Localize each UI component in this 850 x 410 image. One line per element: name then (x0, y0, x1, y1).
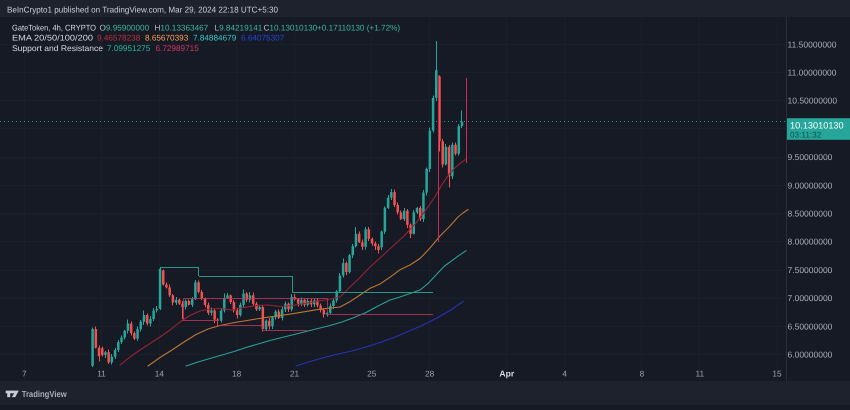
svg-text:11.00000000: 11.00000000 (788, 68, 837, 78)
svg-text:8.50000000: 8.50000000 (788, 209, 833, 219)
svg-text:6.50000000: 6.50000000 (788, 321, 833, 331)
svg-text:11: 11 (695, 369, 704, 379)
svg-text:Support and Resistance: Support and Resistance (12, 44, 103, 53)
svg-text:7.50000000: 7.50000000 (788, 265, 833, 275)
svg-text:10.13010130: 10.13010130 (790, 120, 844, 130)
svg-text:14: 14 (155, 369, 165, 379)
svg-text:Apr: Apr (499, 369, 514, 379)
svg-text:GateToken, 4h, CRYPTO: GateToken, 4h, CRYPTO (12, 23, 96, 32)
svg-text:18: 18 (232, 369, 242, 379)
svg-text:03:11:32: 03:11:32 (790, 130, 822, 139)
svg-text:21: 21 (290, 369, 300, 379)
svg-text:10.50000000: 10.50000000 (788, 96, 838, 106)
svg-text:25: 25 (367, 369, 377, 379)
svg-text:28: 28 (425, 369, 435, 379)
svg-text:11.50000000: 11.50000000 (788, 39, 837, 49)
svg-text:4: 4 (562, 369, 567, 379)
svg-text:11: 11 (97, 369, 106, 379)
svg-text:6.00000000: 6.00000000 (788, 350, 833, 360)
svg-text:EMA 20/50/100/200: EMA 20/50/100/200 (12, 34, 93, 43)
svg-text:9.00000000: 9.00000000 (788, 180, 833, 190)
svg-text:8: 8 (640, 369, 645, 379)
svg-text:8.00000000: 8.00000000 (788, 237, 833, 247)
svg-text:7: 7 (22, 369, 27, 379)
svg-text:TradingView: TradingView (22, 389, 67, 399)
svg-text:7.00000000: 7.00000000 (788, 293, 833, 303)
svg-text:9.50000000: 9.50000000 (788, 152, 833, 162)
svg-text:15: 15 (772, 369, 782, 379)
svg-text:BeInCrypto1 published on Tradi: BeInCrypto1 published on TradingView.com… (7, 5, 278, 15)
